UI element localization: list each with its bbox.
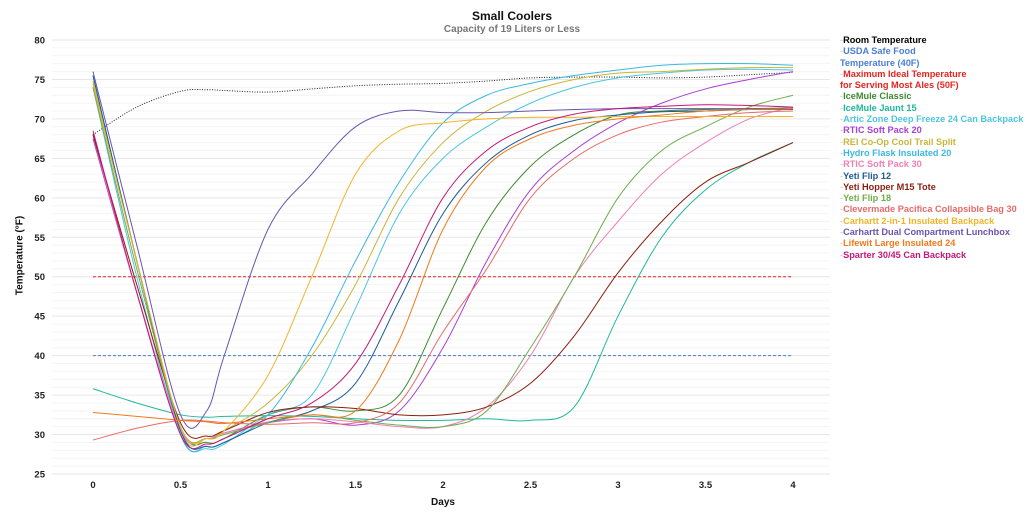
legend-item[interactable]: -Room Temperature [840, 35, 1023, 46]
legend-item[interactable]: -Yeti Hopper M15 Tote [840, 182, 1023, 193]
legend-marker: - [840, 238, 844, 249]
x-tick-label: 0 [90, 480, 95, 491]
x-tick-label: 1.5 [349, 480, 363, 491]
y-tick-label: 70 [34, 114, 45, 125]
series-line[interactable] [92, 71, 794, 429]
legend-marker: - [840, 249, 844, 260]
legend-label: Artic Zone Deep Freeze 24 Can Backpack [843, 114, 1024, 125]
legend-label: Maximum Ideal Temperature for Serving Mos… [840, 68, 967, 91]
y-tick-label: 65 [34, 154, 45, 165]
series-line[interactable] [92, 62, 794, 453]
chart-title: Small Coolers [471, 9, 553, 23]
legend-marker: - [840, 215, 844, 226]
legend-item[interactable]: -IceMule Classic [840, 91, 1023, 102]
legend-item[interactable]: -Sparter 30/45 Can Backpack [840, 250, 1023, 261]
legend-label: Lifewit Large Insulated 24 [843, 238, 956, 249]
legend-marker: - [840, 193, 844, 204]
legend-marker: - [840, 136, 844, 147]
legend-marker: - [840, 147, 844, 158]
y-tick-label: 80 [34, 36, 45, 47]
legend-label: Yeti Flip 12 [843, 170, 892, 181]
y-tick-label: 35 [34, 391, 45, 402]
y-tick-label: 25 [34, 470, 45, 481]
y-tick-label: 55 [34, 233, 45, 244]
legend-label: Hydro Flask Insulated 20 [843, 147, 952, 158]
series-line[interactable] [92, 83, 793, 444]
legend-label: USDA Safe Food Temperature (40F) [840, 46, 920, 68]
legend-item[interactable]: -Yeti Flip 18 [840, 193, 1023, 204]
series-line[interactable] [92, 110, 794, 441]
x-tick-label: 0.5 [174, 480, 188, 491]
legend-item[interactable]: -Artic Zone Deep Freeze 24 Can Backpack [840, 114, 1023, 125]
legend-marker: - [840, 91, 844, 102]
series-line[interactable] [92, 134, 794, 439]
x-tick-label: 1 [265, 480, 271, 491]
x-tick-label: 2.5 [524, 480, 538, 491]
x-tick-label: 4 [790, 480, 796, 491]
legend-marker: - [840, 159, 844, 170]
legend-item[interactable]: -Hydro Flask Insulated 20 [840, 148, 1023, 159]
legend-item[interactable]: -Carhartt Dual Compartment Lunchbox [840, 227, 1023, 238]
legend-label: Sparter 30/45 Can Backpack [843, 249, 967, 260]
legend-label: Carhartt Dual Compartment Lunchbox [843, 227, 1010, 238]
legend-item[interactable]: -USDA Safe Food Temperature (40F) [840, 46, 1023, 69]
series-line[interactable] [92, 71, 794, 136]
legend-item[interactable]: -Clevermade Pacifica Collapsible Bag 30 [840, 204, 1023, 215]
legend-item[interactable]: -RTIC Soft Pack 20 [840, 125, 1023, 136]
legend-item[interactable]: -IceMule Jaunt 15 [840, 103, 1023, 114]
legend-label: REI Co-Op Cool Trail Split [843, 136, 956, 147]
legend-marker: - [840, 181, 844, 192]
legend-label: IceMule Classic [843, 91, 912, 102]
legend-label: Yeti Flip 18 [843, 193, 892, 204]
series-line[interactable] [92, 142, 794, 422]
legend-label: Clevermade Pacifica Collapsible Bag 30 [843, 204, 1017, 215]
legend-item[interactable]: -Yeti Flip 12 [840, 171, 1023, 182]
legend-marker: - [840, 170, 844, 181]
series-line[interactable] [92, 75, 794, 450]
x-axis-title: Days [431, 497, 455, 508]
legend-label: Yeti Hopper M15 Tote [843, 181, 936, 192]
x-tick-label: 3 [615, 480, 620, 491]
y-tick-label: 45 [34, 312, 45, 323]
legend-marker: - [840, 125, 844, 136]
legend-marker: - [840, 68, 844, 79]
legend-label: RTIC Soft Pack 20 [843, 125, 922, 136]
y-tick-label: 60 [34, 193, 45, 204]
legend-label: Room Temperature [843, 35, 927, 45]
legend-marker: - [840, 102, 844, 113]
series-line[interactable] [92, 108, 794, 425]
series-line[interactable] [92, 104, 794, 450]
series-line[interactable] [92, 83, 794, 446]
legend-marker: - [840, 35, 844, 45]
chart-subtitle: Capacity of 19 Liters or Less [443, 24, 581, 35]
legend-marker: - [840, 46, 844, 57]
legend-item[interactable]: -Lifewit Large Insulated 24 [840, 238, 1023, 249]
legend-item[interactable]: -RTIC Soft Pack 30 [840, 159, 1023, 170]
legend-marker: - [840, 114, 844, 125]
y-tick-label: 50 [34, 272, 45, 283]
series-line[interactable] [92, 87, 794, 444]
y-tick-label: 40 [34, 351, 45, 362]
legend-item[interactable]: -Maximum Ideal Temperature for Serving Mo… [840, 69, 1023, 92]
y-tick-label: 75 [34, 75, 45, 86]
x-tick-label: 3.5 [699, 480, 713, 491]
chart-legend: -Room Temperature -USDA Safe Food Temperat… [840, 35, 1023, 261]
legend-item[interactable]: -REI Co-Op Cool Trail Split [840, 137, 1023, 148]
series-line[interactable] [92, 67, 794, 447]
legend-label: Carhartt 2-in-1 Insulated Backpack [843, 215, 995, 226]
legend-label: IceMule Jaunt 15 [843, 102, 917, 113]
legend-label: RTIC Soft Pack 30 [843, 159, 922, 170]
legend-marker: - [840, 227, 844, 238]
y-tick-label: 30 [34, 430, 45, 441]
series-line[interactable] [92, 106, 794, 445]
x-tick-label: 2 [440, 480, 445, 491]
legend-marker: - [840, 204, 844, 215]
series-line[interactable] [92, 71, 794, 445]
legend-item[interactable]: -Carhartt 2-in-1 Insulated Backpack [840, 216, 1023, 227]
